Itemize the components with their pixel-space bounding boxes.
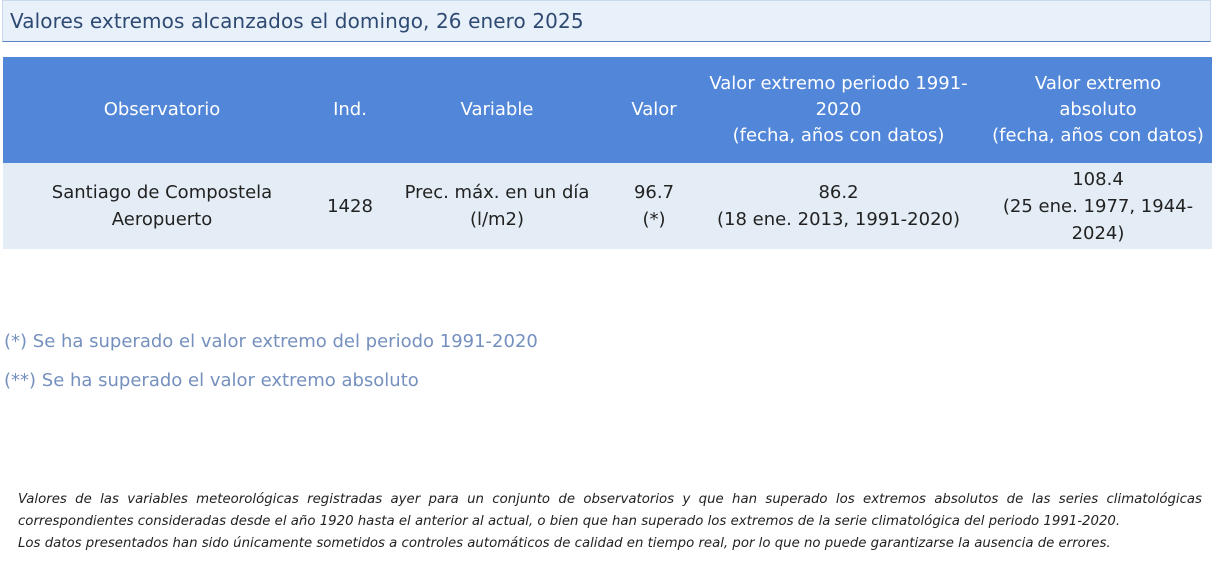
disclaimer-paragraph-1: Valores de las variables meteorológicas … [18, 492, 1202, 529]
extremes-table: Observatorio Ind. Variable Valor Valor e… [3, 57, 1212, 249]
observatorio-line2: Aeropuerto [111, 209, 213, 230]
header-absoluto-line2: absoluto [1059, 99, 1137, 120]
header-valor-label: Valor [631, 99, 677, 120]
absoluto-value: 108.4 [1072, 168, 1124, 190]
cell-absoluto: 108.4 (25 ene. 1977, 1944- 2024) [984, 163, 1212, 249]
table-header-row: Observatorio Ind. Variable Valor Valor e… [3, 57, 1212, 163]
absoluto-detail-line2: 2024) [1071, 222, 1125, 244]
title-bar: Valores extremos alcanzados el domingo, … [2, 0, 1211, 42]
page-title: Valores extremos alcanzados el domingo, … [10, 9, 584, 33]
header-ind-label: Ind. [333, 99, 367, 120]
header-absoluto: Valor extremo absoluto (fecha, años con … [984, 57, 1212, 163]
cell-observatorio: Santiago de Compostela Aeropuerto [3, 163, 321, 249]
header-periodo: Valor extremo periodo 1991- 2020 (fecha,… [693, 57, 984, 163]
header-periodo-line1: Valor extremo periodo 1991- [709, 73, 968, 94]
header-variable: Variable [379, 57, 615, 163]
header-absoluto-line3: (fecha, años con datos) [992, 125, 1204, 146]
absoluto-detail-line1: (25 ene. 1977, 1944- [1002, 195, 1194, 217]
note-periodo: (*) Se ha superado el valor extremo del … [4, 331, 538, 352]
header-periodo-line3: (fecha, años con datos) [732, 125, 945, 146]
disclaimer: Valores de las variables meteorológicas … [18, 489, 1202, 555]
cell-ind: 1428 [321, 163, 379, 249]
header-observatorio-label: Observatorio [103, 99, 221, 120]
cell-valor: 96.7 (*) [615, 163, 693, 249]
header-ind: Ind. [321, 57, 379, 163]
variable-line2: (l/m2) [469, 209, 525, 230]
observatorio-line1: Santiago de Compostela [51, 182, 273, 203]
valor-flag: (*) [642, 209, 666, 230]
header-periodo-line2: 2020 [815, 99, 862, 120]
cell-variable: Prec. máx. en un día (l/m2) [379, 163, 615, 249]
ind-value: 1428 [327, 195, 373, 217]
header-absoluto-line1: Valor extremo [1034, 73, 1162, 94]
periodo-value: 86.2 [818, 182, 859, 203]
note-absoluto: (**) Se ha superado el valor extremo abs… [4, 370, 419, 391]
disclaimer-paragraph-2: Los datos presentados han sido únicament… [18, 536, 1111, 551]
valor-value: 96.7 [633, 182, 675, 203]
header-variable-label: Variable [460, 99, 534, 120]
header-observatorio: Observatorio [3, 57, 321, 163]
header-valor: Valor [615, 57, 693, 163]
table-row: Santiago de Compostela Aeropuerto 1428 P… [3, 163, 1212, 249]
cell-periodo: 86.2 (18 ene. 2013, 1991-2020) [693, 163, 984, 249]
periodo-detail: (18 ene. 2013, 1991-2020) [716, 209, 961, 230]
variable-line1: Prec. máx. en un día [404, 182, 590, 203]
